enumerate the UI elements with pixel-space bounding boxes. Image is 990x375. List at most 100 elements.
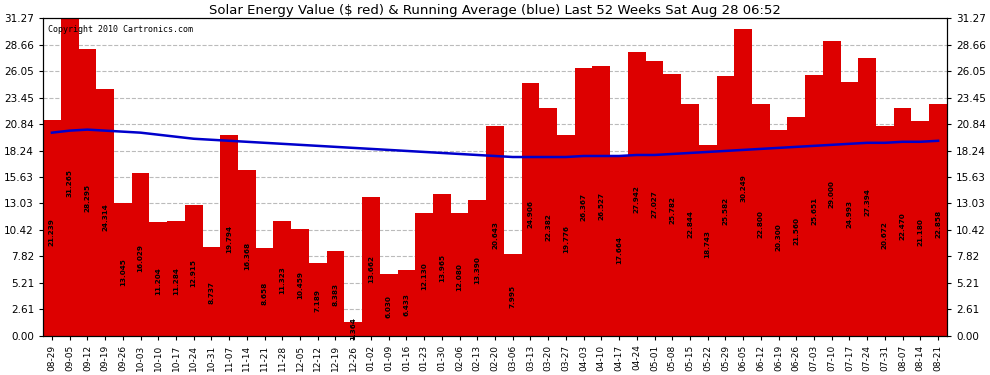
Text: 12.915: 12.915 — [191, 259, 197, 286]
Text: Copyright 2010 Cartronics.com: Copyright 2010 Cartronics.com — [48, 25, 193, 34]
Text: 19.794: 19.794 — [226, 225, 233, 253]
Text: 17.664: 17.664 — [616, 236, 622, 264]
Bar — [309, 262, 327, 336]
Bar — [149, 222, 167, 336]
Bar — [345, 322, 362, 336]
Text: 31.265: 31.265 — [66, 170, 72, 197]
Text: 16.029: 16.029 — [138, 243, 144, 272]
Text: 22.858: 22.858 — [936, 210, 941, 238]
Bar — [380, 274, 398, 336]
Text: 22.800: 22.800 — [757, 211, 764, 238]
Bar — [912, 121, 930, 336]
Text: 27.027: 27.027 — [651, 190, 657, 218]
Bar — [185, 204, 203, 336]
Text: 13.662: 13.662 — [368, 255, 374, 283]
Bar — [645, 62, 663, 336]
Bar — [203, 247, 221, 336]
Text: 20.300: 20.300 — [775, 223, 781, 251]
Text: 20.643: 20.643 — [492, 221, 498, 249]
Text: 22.844: 22.844 — [687, 210, 693, 238]
Text: 21.239: 21.239 — [49, 218, 54, 246]
Bar — [557, 135, 575, 336]
Text: 13.390: 13.390 — [474, 256, 480, 284]
Bar — [44, 120, 60, 336]
Bar — [60, 18, 78, 336]
Bar — [362, 197, 380, 336]
Text: 8.737: 8.737 — [209, 282, 215, 304]
Text: 12.080: 12.080 — [456, 263, 462, 291]
Text: 7.189: 7.189 — [315, 289, 321, 312]
Bar — [699, 146, 717, 336]
Bar — [823, 41, 841, 336]
Text: 11.323: 11.323 — [279, 267, 285, 294]
Bar — [540, 108, 557, 336]
Text: 18.743: 18.743 — [705, 230, 711, 258]
Bar — [769, 130, 787, 336]
Text: 26.367: 26.367 — [580, 193, 587, 221]
Bar — [876, 126, 894, 336]
Text: 10.459: 10.459 — [297, 271, 303, 298]
Text: 21.180: 21.180 — [918, 219, 924, 246]
Text: 21.560: 21.560 — [793, 217, 799, 244]
Bar — [468, 200, 486, 336]
Text: 25.782: 25.782 — [669, 196, 675, 224]
Text: 11.284: 11.284 — [173, 267, 179, 294]
Text: 25.582: 25.582 — [723, 197, 729, 225]
Bar — [787, 117, 805, 336]
Bar — [752, 104, 769, 336]
Bar — [522, 83, 540, 336]
Text: 8.658: 8.658 — [261, 282, 267, 305]
Bar — [221, 135, 238, 336]
Bar — [841, 82, 858, 336]
Bar — [415, 213, 433, 336]
Title: Solar Energy Value ($ red) & Running Average (blue) Last 52 Weeks Sat Aug 28 06:: Solar Energy Value ($ red) & Running Ave… — [209, 4, 781, 17]
Text: 26.527: 26.527 — [598, 192, 604, 220]
Bar — [663, 74, 681, 336]
Bar — [132, 173, 149, 336]
Bar — [930, 104, 946, 336]
Bar — [610, 156, 628, 336]
Text: 1.364: 1.364 — [350, 317, 356, 340]
Text: 16.368: 16.368 — [244, 242, 249, 270]
Bar — [433, 194, 450, 336]
Bar — [291, 230, 309, 336]
Bar — [78, 48, 96, 336]
Text: 8.383: 8.383 — [333, 283, 339, 306]
Bar — [575, 68, 592, 336]
Bar — [486, 126, 504, 336]
Text: 22.382: 22.382 — [545, 213, 551, 240]
Text: 24.993: 24.993 — [846, 200, 852, 228]
Text: 13.965: 13.965 — [439, 254, 445, 282]
Bar — [805, 75, 823, 336]
Bar — [450, 213, 468, 336]
Bar — [398, 270, 415, 336]
Text: 24.314: 24.314 — [102, 203, 108, 231]
Bar — [592, 66, 610, 336]
Bar — [327, 251, 345, 336]
Text: 7.995: 7.995 — [510, 285, 516, 308]
Text: 20.672: 20.672 — [882, 221, 888, 249]
Text: 11.204: 11.204 — [155, 267, 161, 295]
Text: 22.470: 22.470 — [900, 212, 906, 240]
Bar — [167, 221, 185, 336]
Bar — [273, 221, 291, 336]
Text: 30.249: 30.249 — [741, 174, 746, 202]
Bar — [114, 203, 132, 336]
Bar — [96, 89, 114, 336]
Bar — [504, 255, 522, 336]
Text: 6.030: 6.030 — [386, 295, 392, 318]
Text: 24.906: 24.906 — [528, 200, 534, 228]
Text: 27.942: 27.942 — [634, 186, 640, 213]
Bar — [238, 170, 255, 336]
Bar — [735, 29, 752, 336]
Text: 19.776: 19.776 — [563, 225, 569, 253]
Text: 27.394: 27.394 — [864, 188, 870, 216]
Bar — [681, 104, 699, 336]
Text: 6.433: 6.433 — [403, 293, 410, 316]
Text: 13.045: 13.045 — [120, 258, 126, 286]
Text: 28.295: 28.295 — [84, 184, 90, 212]
Text: 29.000: 29.000 — [829, 180, 835, 208]
Bar — [894, 108, 912, 336]
Bar — [628, 52, 645, 336]
Text: 12.130: 12.130 — [421, 262, 427, 290]
